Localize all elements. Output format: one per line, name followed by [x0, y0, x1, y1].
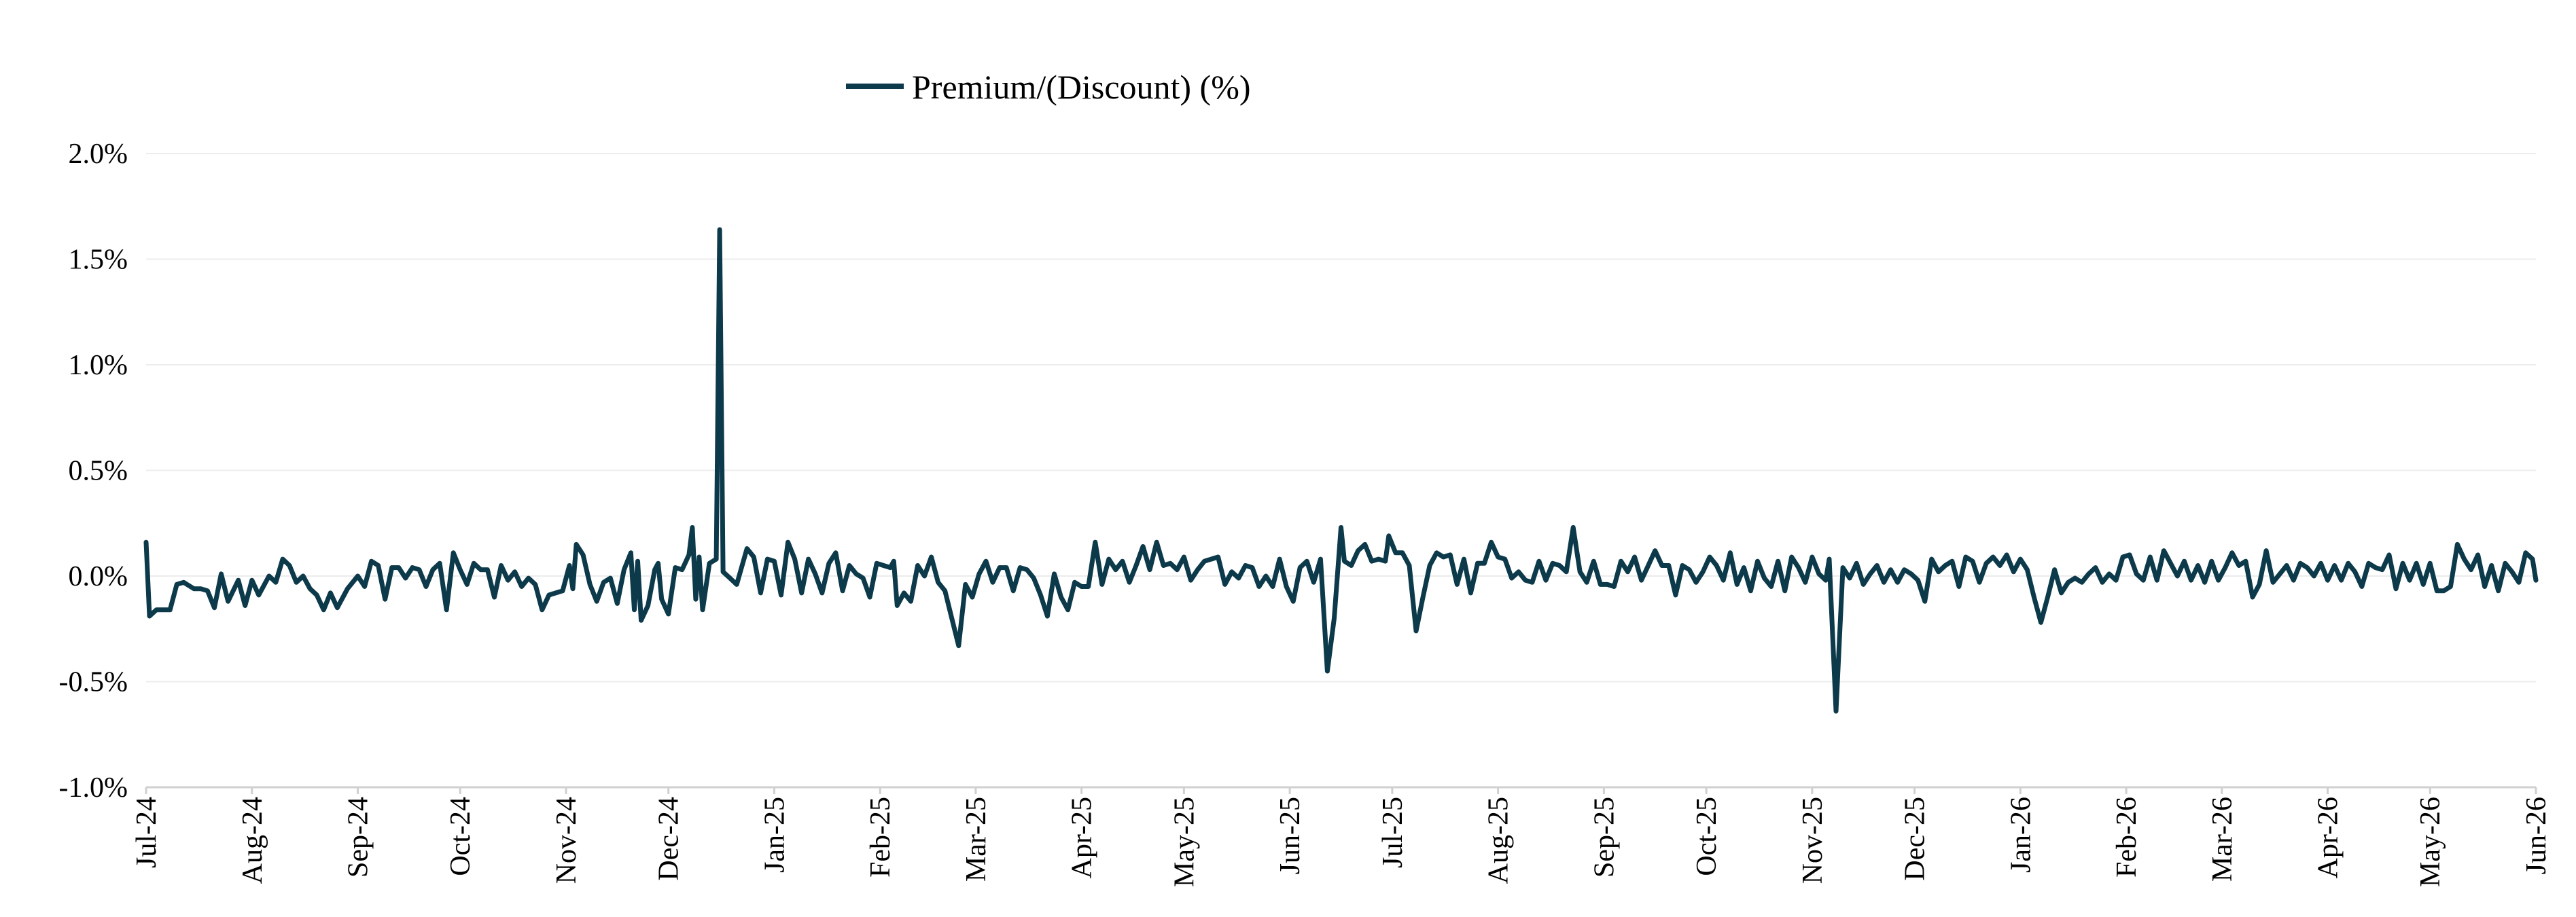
x-tick-label-18: Jan-26 — [2005, 797, 2036, 873]
x-tick-label-7: Feb-25 — [865, 797, 896, 878]
y-tick-label-2: 0.0% — [69, 561, 128, 592]
series-line-premium-discount — [143, 227, 2539, 714]
y-tick-label-6: 2.0% — [69, 139, 128, 170]
x-tick-label-9: Apr-25 — [1067, 797, 1098, 878]
y-tick-label-0: -1.0% — [59, 772, 128, 804]
x-tick-label-0: Jul-24 — [131, 797, 162, 868]
x-tick-label-3: Oct-24 — [445, 797, 476, 876]
x-axis — [145, 786, 2537, 794]
y-tick-label-4: 1.0% — [69, 350, 128, 381]
x-tick-label-23: Jun-26 — [2521, 797, 2552, 874]
series-premium-discount — [143, 227, 2539, 714]
x-tick-label-1: Aug-24 — [237, 797, 268, 884]
chart-legend: Premium/(Discount) (%) — [846, 68, 1251, 106]
x-tick-label-19: Feb-26 — [2111, 797, 2142, 878]
x-tick-label-2: Sep-24 — [343, 797, 374, 878]
x-tick-label-16: Nov-25 — [1797, 797, 1829, 884]
horizontal-gridlines — [146, 153, 2536, 683]
x-tick-label-10: May-25 — [1169, 797, 1200, 887]
x-tick-label-13: Aug-25 — [1483, 797, 1515, 884]
x-tick-label-5: Dec-24 — [654, 797, 685, 881]
y-tick-label-1: -0.5% — [59, 667, 128, 698]
x-tick-label-22: May-26 — [2415, 797, 2446, 887]
x-tick-label-8: Mar-25 — [961, 797, 992, 882]
y-axis-tick-labels: -1.0% -0.5% 0.0% 0.5% 1.0% 1.5% 2.0% — [59, 139, 128, 804]
y-tick-label-3: 0.5% — [69, 456, 128, 487]
legend-label-premium-discount: Premium/(Discount) (%) — [912, 68, 1251, 106]
x-tick-label-21: Apr-26 — [2313, 797, 2344, 878]
x-tick-label-6: Jan-25 — [759, 797, 790, 873]
x-tick-label-14: Sep-25 — [1589, 797, 1620, 878]
x-tick-label-17: Dec-25 — [1900, 797, 1931, 881]
x-tick-label-20: Mar-26 — [2207, 797, 2238, 882]
x-tick-label-11: Jun-25 — [1275, 797, 1306, 874]
x-tick-label-15: Oct-25 — [1691, 797, 1723, 876]
x-tick-label-12: Jul-25 — [1377, 797, 1409, 868]
y-tick-label-5: 1.5% — [69, 245, 128, 276]
x-axis-tick-labels: Jul-24 Aug-24 Sep-24 Oct-24 Nov-24 Dec-24 Jan-… — [131, 797, 2552, 887]
x-tick-label-4: Nov-24 — [551, 797, 582, 884]
